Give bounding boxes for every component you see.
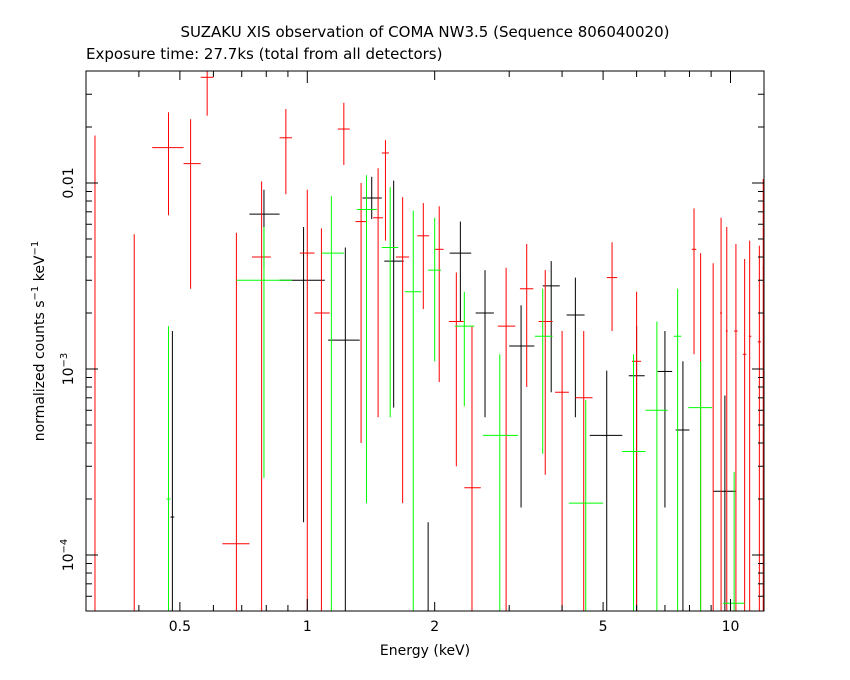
data-point-1-4 — [200, 71, 214, 116]
data-point-1-2 — [152, 112, 184, 216]
data-point-1-31 — [734, 243, 738, 611]
data-point-0-5 — [384, 180, 404, 408]
series-1 — [94, 71, 764, 611]
data-point-1-26 — [691, 208, 697, 355]
data-point-1-12 — [373, 168, 384, 418]
data-point-1-6 — [251, 181, 271, 611]
series-2 — [166, 175, 745, 611]
y-tick-exponent: −3 — [59, 353, 70, 368]
data-point-1-16 — [434, 206, 444, 383]
y-tick-label: 10−4 — [59, 539, 77, 572]
data-point-2-14 — [688, 361, 713, 611]
y-tick-label: 10−3 — [59, 353, 77, 386]
data-point-2-13 — [673, 288, 682, 611]
data-point-2-9 — [534, 288, 553, 454]
data-point-1-33 — [748, 240, 752, 611]
y-axis-label-prefix: normalized counts s — [32, 300, 48, 441]
y-axis-label-sup2: −1 — [30, 241, 41, 256]
x-tick-label: 2 — [430, 619, 439, 635]
y-tick-base: 0.01 — [61, 167, 77, 198]
y-tick-label: 0.01 — [61, 167, 77, 198]
y-axis-label-sup1: −1 — [30, 286, 41, 301]
chart-subtitle: Exposure time: 27.7ks (total from all de… — [86, 45, 442, 63]
data-point-1-14 — [395, 197, 410, 504]
data-point-2-5 — [404, 210, 422, 611]
data-point-2-10 — [568, 400, 604, 611]
data-point-0-9 — [509, 305, 535, 508]
plot-frame — [85, 70, 765, 612]
data-point-2-7 — [454, 291, 475, 407]
data-point-2-8 — [482, 354, 519, 611]
data-point-1-11 — [355, 182, 367, 444]
x-tick-label: 10 — [722, 619, 740, 635]
y-tick-base: 10 — [61, 553, 77, 571]
data-point-1-24 — [606, 242, 618, 332]
data-point-2-12 — [645, 321, 668, 611]
data-point-1-5 — [222, 232, 250, 611]
x-tick-label: 1 — [303, 619, 312, 635]
data-point-1-9 — [314, 228, 330, 611]
data-point-1-3 — [183, 119, 201, 289]
x-tick-label: 5 — [599, 619, 608, 635]
series-0 — [170, 176, 736, 611]
data-point-1-15 — [417, 203, 430, 310]
data-point-0-0 — [170, 331, 175, 611]
data-point-0-2 — [279, 226, 325, 523]
data-point-1-32 — [742, 259, 747, 611]
data-point-0-16 — [713, 395, 736, 611]
chart-title: SUZAKU XIS observation of COMA NW3.5 (Se… — [181, 23, 670, 41]
data-point-0-4 — [362, 176, 382, 220]
data-point-1-20 — [519, 243, 534, 388]
data-point-0-7 — [449, 221, 472, 322]
data-point-2-11 — [622, 354, 646, 611]
data-point-1-30 — [725, 226, 728, 611]
data-point-1-17 — [448, 272, 464, 467]
data-point-2-4 — [381, 187, 399, 418]
data-point-1-7 — [279, 108, 292, 195]
x-axis-label: Energy (keV) — [380, 643, 470, 659]
data-point-0-3 — [328, 247, 360, 611]
data-point-1-23 — [575, 331, 593, 611]
data-point-1-13 — [381, 140, 390, 241]
data-point-1-18 — [464, 326, 481, 611]
y-axis-label-mid: keV — [32, 255, 48, 286]
data-point-2-2 — [321, 196, 344, 611]
data-point-1-8 — [299, 189, 315, 611]
data-point-1-19 — [497, 267, 516, 611]
data-layer — [94, 71, 764, 611]
data-point-0-1 — [249, 189, 280, 268]
y-tick-base: 10 — [61, 367, 77, 385]
data-point-2-15 — [722, 471, 745, 611]
y-axis-label: normalized counts s−1 keV−1 — [30, 241, 48, 442]
x-tick-label: 0.5 — [169, 619, 191, 635]
data-point-2-0 — [166, 326, 171, 611]
data-point-0-11 — [566, 277, 585, 418]
data-point-1-34 — [757, 245, 761, 611]
y-tick-exponent: −4 — [59, 539, 70, 554]
data-point-1-21 — [538, 270, 553, 475]
data-point-2-6 — [428, 217, 442, 362]
data-point-0-12 — [589, 370, 623, 611]
data-point-1-29 — [720, 217, 723, 611]
data-point-0-14 — [657, 331, 673, 508]
data-point-1-10 — [337, 102, 350, 165]
data-point-2-1 — [236, 226, 292, 478]
data-point-2-3 — [356, 175, 377, 504]
data-point-1-22 — [555, 331, 569, 611]
data-point-0-8 — [475, 270, 494, 418]
